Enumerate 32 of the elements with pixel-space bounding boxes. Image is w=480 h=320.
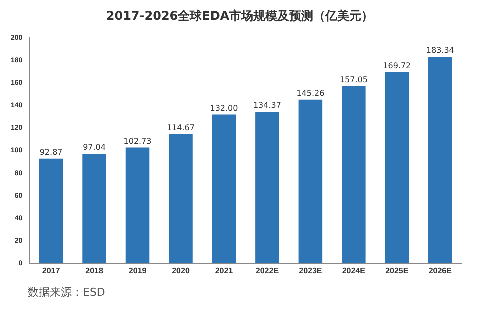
chart-title: 2017-2026全球EDA市场规模及预测（亿美元）: [105, 8, 375, 25]
x-tick-label: 2018: [86, 266, 104, 276]
x-tick-label: 2023E: [299, 266, 323, 276]
data-label: 169.72: [383, 61, 412, 70]
bar: [126, 148, 150, 264]
bar: [39, 158, 64, 264]
bar: [342, 86, 366, 264]
bar: [385, 72, 410, 264]
bar: [428, 56, 452, 264]
source-note: 数据来源：ESD: [28, 285, 106, 300]
data-label: 97.04: [83, 143, 106, 152]
bar: [256, 112, 280, 264]
data-label: 134.37: [253, 101, 282, 110]
x-tick-label: 2024E: [342, 266, 366, 276]
x-tick-label: 2022E: [256, 266, 280, 276]
x-tick-label: 2020: [172, 266, 190, 276]
bar: [298, 100, 323, 264]
data-label: 114.67: [166, 123, 195, 132]
x-tick-label: 2017: [42, 266, 61, 276]
data-label: 102.73: [124, 136, 152, 146]
x-tick-label: 2025E: [386, 266, 410, 276]
bar: [212, 114, 236, 264]
data-label: 132.00: [210, 104, 238, 113]
data-label: 157.05: [340, 76, 368, 85]
x-tick-label: 2019: [128, 266, 148, 276]
data-label: 183.34: [426, 46, 454, 56]
data-label: 92.87: [40, 148, 63, 157]
bar: [82, 154, 106, 264]
bar: [169, 134, 193, 264]
x-tick-label: 2026E: [428, 266, 453, 276]
data-label: 145.26: [296, 88, 325, 98]
x-tick-label: 2021: [215, 266, 234, 276]
